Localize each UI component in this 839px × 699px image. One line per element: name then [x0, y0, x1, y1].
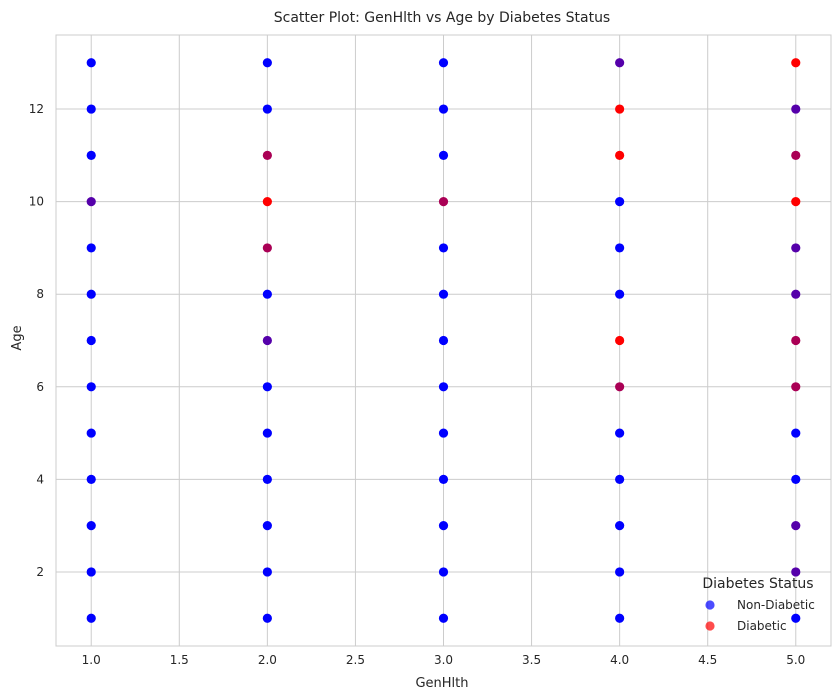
scatter-point — [86, 567, 96, 577]
y-tick-label: 8 — [36, 287, 44, 301]
x-axis-ticks: 1.0 1.5 2.0 2.5 3.0 3.5 4.0 4.5 5.0 — [82, 653, 806, 667]
scatter-point — [262, 613, 272, 623]
scatter-point — [615, 289, 625, 299]
chart-title: Scatter Plot: GenHlth vs Age by Diabetes… — [274, 10, 610, 26]
scatter-point — [262, 521, 272, 531]
scatter-point — [438, 289, 449, 299]
scatter-point — [262, 428, 272, 438]
scatter-point — [262, 289, 272, 299]
scatter-point — [438, 150, 449, 160]
scatter-point — [791, 521, 801, 531]
scatter-point — [86, 521, 96, 531]
scatter-point — [262, 474, 272, 484]
legend-label: Diabetic — [737, 619, 787, 633]
legend-marker — [705, 621, 715, 631]
scatter-point — [615, 428, 625, 438]
x-tick-label: 4.5 — [698, 653, 717, 667]
scatter-point — [86, 613, 96, 623]
scatter-point — [86, 150, 96, 160]
scatter-point — [791, 104, 801, 114]
x-tick-label: 5.0 — [786, 653, 805, 667]
y-tick-label: 6 — [36, 380, 44, 394]
scatter-point — [615, 567, 625, 577]
scatter-point — [791, 474, 801, 484]
scatter-point — [615, 382, 625, 392]
y-axis-label: Age — [10, 325, 25, 350]
scatter-point — [791, 567, 801, 577]
scatter-point — [86, 243, 96, 253]
scatter-point — [262, 150, 272, 160]
scatter-point — [791, 289, 801, 299]
x-tick-label: 1.0 — [82, 653, 101, 667]
scatter-point — [615, 521, 625, 531]
scatter-point — [438, 104, 449, 114]
scatter-point — [262, 104, 272, 114]
scatter-point — [262, 197, 272, 207]
scatter-point — [262, 243, 272, 253]
scatter-point — [438, 382, 449, 392]
legend-marker — [705, 600, 715, 610]
legend-entries: Non-Diabetic Diabetic — [705, 598, 815, 633]
scatter-point — [86, 289, 96, 299]
scatter-point — [791, 243, 801, 253]
scatter-point — [86, 382, 96, 392]
y-tick-label: 2 — [36, 565, 44, 579]
scatter-point — [615, 150, 625, 160]
legend: Diabetes Status Non-Diabetic Diabetic — [702, 576, 814, 633]
scatter-point — [438, 613, 449, 623]
x-tick-label: 1.5 — [170, 653, 189, 667]
x-tick-label: 2.0 — [258, 653, 277, 667]
x-tick-label: 4.0 — [610, 653, 629, 667]
scatter-point — [438, 335, 449, 346]
scatter-point — [262, 567, 272, 577]
scatter-point — [615, 474, 625, 484]
scatter-point — [791, 150, 801, 160]
legend-title: Diabetes Status — [702, 576, 813, 592]
scatter-point — [262, 382, 272, 392]
scatter-point — [615, 613, 625, 623]
scatter-point — [438, 58, 449, 68]
x-tick-label: 3.0 — [434, 653, 453, 667]
scatter-point — [615, 58, 625, 68]
legend-label: Non-Diabetic — [737, 598, 815, 612]
scatter-point — [791, 382, 801, 392]
scatter-point — [438, 243, 449, 253]
x-tick-label: 2.5 — [346, 653, 365, 667]
scatter-point — [86, 58, 96, 68]
scatter-point — [86, 104, 96, 114]
scatter-point — [438, 521, 449, 531]
scatter-points — [86, 58, 801, 623]
scatter-point — [438, 567, 449, 577]
x-axis-label: GenHlth — [415, 676, 468, 691]
y-tick-label: 4 — [36, 472, 44, 486]
scatter-point — [262, 58, 272, 68]
y-tick-label: 12 — [29, 102, 44, 116]
scatter-point — [791, 197, 801, 207]
scatter-point — [438, 428, 449, 438]
scatter-point — [615, 335, 625, 346]
scatter-point — [615, 243, 625, 253]
scatter-point — [86, 335, 96, 346]
y-tick-label: 10 — [29, 195, 44, 209]
scatter-point — [438, 197, 449, 207]
x-tick-label: 3.5 — [522, 653, 541, 667]
scatter-point — [86, 428, 96, 438]
scatter-point — [791, 613, 801, 623]
scatter-point — [615, 197, 625, 207]
scatter-point — [791, 428, 801, 438]
scatter-point — [262, 335, 272, 346]
scatter-point — [615, 104, 625, 114]
scatter-point — [791, 58, 801, 68]
scatter-point — [86, 474, 96, 484]
scatter-point — [438, 474, 449, 484]
scatter-point — [791, 335, 801, 346]
scatter-point — [86, 197, 96, 207]
y-axis-ticks: 2 4 6 8 10 12 — [29, 102, 44, 579]
